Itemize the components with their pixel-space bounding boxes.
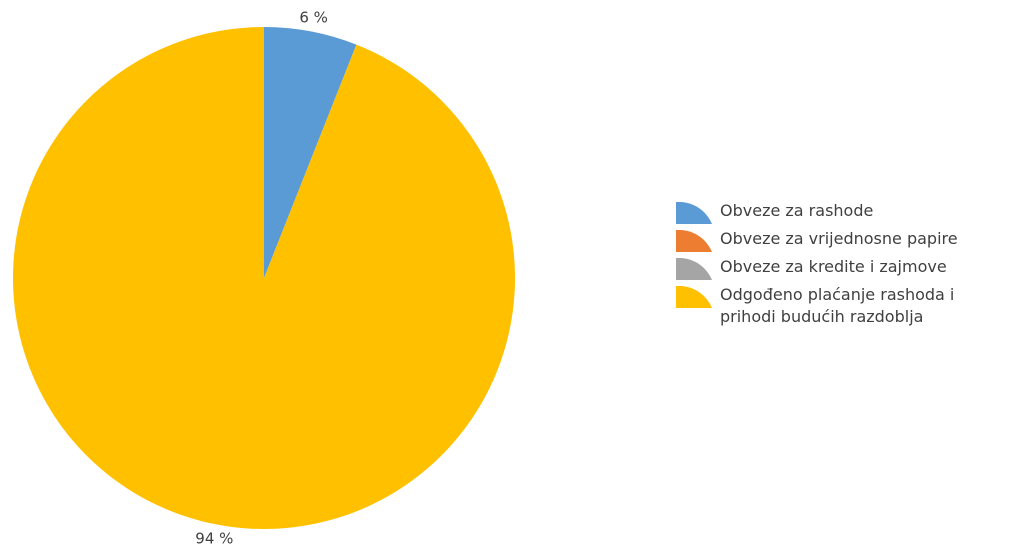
- legend-swatch-obveze-za-kredite-i-zajmove: [676, 258, 712, 280]
- legend-item-obveze-za-kredite-i-zajmove: Obveze za kredite i zajmove: [676, 256, 1006, 280]
- chart-legend: Obveze za rashode Obveze za vrijednosne …: [676, 200, 1006, 332]
- pie-slice-odgodeno-placanje-rashoda-i-pr: [13, 27, 516, 529]
- data-label-obveze-za-rashode: 6 %: [299, 9, 328, 27]
- pie-slice-obveze-za-rashode: [264, 27, 357, 278]
- legend-label-obveze-za-kredite-i-zajmove: Obveze za kredite i zajmove: [720, 257, 947, 276]
- legend-item-obveze-za-vrijednosne-papire: Obveze za vrijednosne papire: [676, 228, 1006, 252]
- legend-item-obveze-za-rashode: Obveze za rashode: [676, 200, 1006, 224]
- legend-label-odgodeno-placanje: Odgođeno plaćanje rashoda i prihodi budu…: [720, 285, 955, 326]
- legend-label-obveze-za-vrijednosne-papire: Obveze za vrijednosne papire: [720, 229, 958, 248]
- legend-swatch-odgodeno-placanje: [676, 286, 712, 308]
- data-label-odgodeno-placanje-rashoda-i-pr: 94 %: [195, 529, 233, 547]
- legend-swatch-obveze-za-vrijednosne-papire: [676, 230, 712, 252]
- legend-item-odgodeno-placanje: Odgođeno plaćanje rashoda i prihodi budu…: [676, 284, 1006, 328]
- legend-swatch-obveze-za-rashode: [676, 202, 712, 224]
- legend-label-obveze-za-rashode: Obveze za rashode: [720, 201, 874, 220]
